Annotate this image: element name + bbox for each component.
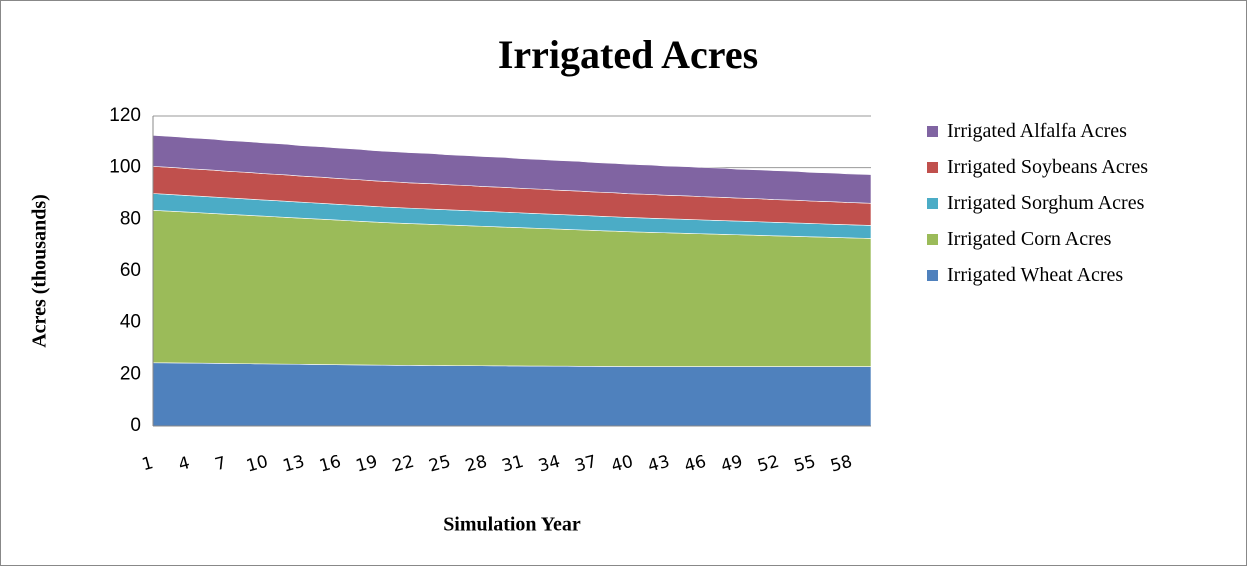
legend-swatch (927, 126, 938, 137)
y-tick-label: 100 (109, 157, 141, 178)
chart-title: Irrigated Acres (498, 32, 758, 77)
x-tick-label: 46 (682, 452, 708, 477)
legend-label: Irrigated Sorghum Acres (947, 192, 1145, 214)
x-tick-label: 28 (463, 452, 489, 477)
x-tick-label: 10 (244, 452, 270, 477)
x-tick-label: 40 (609, 452, 635, 477)
legend: Irrigated Alfalfa Acres Irrigated Soybean… (927, 117, 1167, 297)
legend-swatch (927, 234, 938, 245)
x-tick-label: 31 (500, 452, 526, 477)
legend-swatch (927, 198, 938, 209)
y-tick-label: 120 (109, 105, 141, 126)
x-axis-label: Simulation Year (443, 514, 581, 536)
x-tick-label: 13 (281, 452, 307, 477)
x-tick-label: 34 (536, 452, 562, 477)
x-tick-label: 16 (317, 452, 343, 477)
legend-label: Irrigated Alfalfa Acres (947, 120, 1127, 142)
legend-entry: Irrigated Sorghum Acres (927, 189, 1167, 217)
y-tick-label: 20 (120, 363, 141, 384)
x-tick-label: 55 (792, 452, 818, 477)
legend-entry: Irrigated Soybeans Acres (927, 153, 1167, 181)
x-tick-label: 25 (427, 452, 453, 477)
y-tick-label: 40 (120, 312, 141, 333)
y-tick-label: 80 (120, 208, 141, 229)
legend-label: Irrigated Soybeans Acres (947, 156, 1149, 178)
x-tick-label: 4 (176, 453, 192, 475)
x-tick-label: 43 (646, 452, 672, 477)
legend-swatch (927, 270, 938, 281)
legend-entry: Irrigated Wheat Acres (927, 261, 1167, 289)
x-tick-label: 22 (390, 452, 416, 477)
x-tick-label: 52 (755, 452, 781, 477)
x-tick-label: 37 (573, 452, 599, 477)
y-tick-label: 60 (120, 260, 141, 281)
x-tick-label: 1 (140, 453, 156, 475)
legend-label: Irrigated Wheat Acres (947, 264, 1124, 286)
y-tick-label: 0 (130, 415, 141, 436)
legend-label: Irrigated Corn Acres (947, 228, 1112, 250)
legend-swatch (927, 162, 938, 173)
legend-entry: Irrigated Alfalfa Acres (927, 117, 1167, 145)
x-tick-label: 58 (828, 452, 854, 477)
x-tick-label: 19 (354, 452, 380, 477)
legend-entry: Irrigated Corn Acres (927, 225, 1167, 253)
y-axis-label: Acres (thousands) (29, 194, 51, 348)
x-tick-label: 7 (213, 453, 229, 475)
area (152, 362, 872, 427)
x-tick-label: 49 (719, 452, 745, 477)
area (152, 135, 872, 204)
